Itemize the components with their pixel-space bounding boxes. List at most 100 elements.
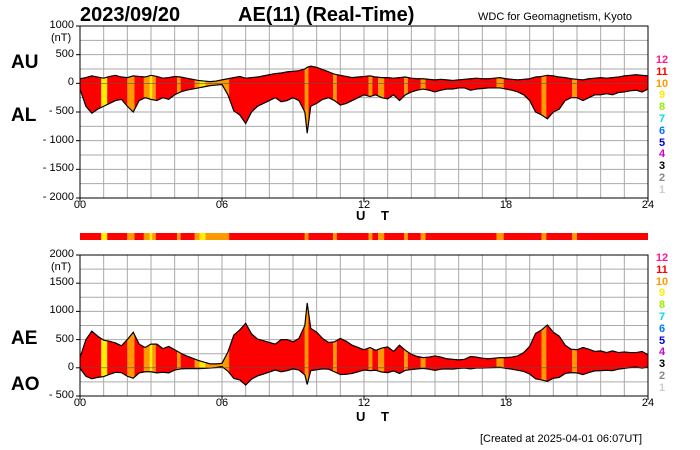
station-band: [101, 66, 108, 134]
legend-item: 4: [658, 148, 666, 161]
strip-segment: [503, 233, 542, 240]
created-timestamp: [Created at 2025-04-01 06:07UT]: [480, 433, 643, 445]
x-axis-label-top: U T: [356, 208, 395, 223]
legend-item: 12: [655, 252, 669, 264]
y-tick-label: 2000: [49, 248, 74, 260]
y-tick-label: 500: [55, 47, 74, 60]
panel-label-au: AU: [11, 52, 39, 73]
y-unit-bottom: (nT): [51, 261, 72, 273]
strip-segment: [199, 233, 206, 240]
x-tick-label: 12: [357, 397, 371, 409]
legend-item: 10: [655, 275, 669, 288]
strip-segment: [368, 233, 373, 240]
station-band: [101, 302, 108, 386]
strip-segment: [194, 233, 200, 240]
y-tick-label: - 1500: [42, 162, 74, 175]
chart-title: AE(11) (Real-Time): [238, 4, 415, 26]
legend-item: 5: [658, 334, 666, 347]
strip-segment: [577, 233, 648, 240]
station-band: [127, 66, 135, 134]
legend-item: 9: [658, 89, 666, 102]
strip-segment: [384, 233, 405, 240]
legend-item: 6: [658, 124, 666, 137]
station-strip: [80, 233, 648, 240]
series-line-ae: [79, 302, 649, 365]
legend-item: 1: [658, 381, 666, 394]
x-tick-label: 06: [215, 199, 229, 211]
y-tick-label: 1500: [49, 276, 74, 289]
x-tick-label: 18: [499, 397, 513, 409]
strip-segment: [304, 233, 309, 240]
y-tick-label: 1000: [49, 304, 74, 317]
x-tick-label: 24: [641, 397, 655, 409]
strip-segment: [143, 233, 150, 240]
strip-segment: [149, 233, 153, 240]
chart-date: 2023/09/20: [80, 4, 181, 26]
strip-segment: [155, 233, 178, 240]
legend-item: 5: [658, 136, 666, 149]
strip-segment: [546, 233, 573, 240]
strip-segment: [404, 233, 408, 240]
strip-segment: [107, 233, 128, 240]
legend-item: 3: [658, 160, 666, 173]
legend-item: 2: [658, 370, 666, 382]
x-axis-label-bottom: U T: [356, 409, 395, 424]
legend-item: 7: [658, 113, 666, 125]
strip-segment: [180, 233, 195, 240]
station-band: [127, 302, 135, 386]
strip-segment: [177, 233, 181, 240]
strip-segment: [134, 233, 144, 240]
legend-item: 6: [658, 322, 666, 335]
strip-segment: [152, 233, 156, 240]
x-tick-label: 00: [73, 397, 87, 409]
y-tick-label: 500: [55, 332, 74, 345]
station-band: [333, 302, 337, 386]
strip-segment: [205, 233, 230, 240]
legend-item: 10: [655, 77, 669, 90]
x-tick-label: 00: [73, 199, 87, 211]
strip-segment: [229, 233, 305, 240]
legend-item: 7: [658, 311, 666, 323]
station-band: [541, 66, 547, 134]
x-tick-label: 24: [641, 199, 655, 211]
legend-item: 4: [658, 346, 666, 359]
station-band: [333, 66, 337, 134]
legend-item: 8: [658, 299, 666, 312]
strip-segment: [572, 233, 577, 240]
legend-item: 2: [658, 172, 666, 184]
strip-segment: [420, 233, 426, 240]
strip-segment: [333, 233, 337, 240]
data-source: WDC for Geomagnetism, Kyoto: [478, 11, 633, 23]
strip-segment: [496, 233, 504, 240]
grid-bottom: [80, 255, 648, 396]
strip-segment: [336, 233, 369, 240]
y-tick-label: - 2000: [42, 191, 74, 203]
series-line-au: [79, 65, 649, 83]
legend-item: 8: [658, 101, 666, 114]
strip-segment: [425, 233, 497, 240]
strip-segment: [372, 233, 379, 240]
station-band: [304, 302, 309, 386]
y-tick-label: 0: [67, 360, 74, 373]
strip-segment: [308, 233, 334, 240]
strip-segment: [80, 233, 102, 240]
legend-item: 12: [655, 54, 669, 66]
legend-item: 11: [656, 263, 668, 276]
panel-label-ae: AE: [11, 328, 38, 349]
panel-label-al: AL: [11, 105, 37, 126]
x-tick-label: 18: [499, 199, 513, 211]
legend-item: 3: [658, 358, 666, 371]
strip-segment: [378, 233, 385, 240]
series-line-ao: [79, 366, 649, 386]
panel-label-ao: AO: [11, 374, 40, 395]
y-tick-label: - 500: [48, 389, 74, 401]
series-line-al: [79, 83, 649, 134]
grid-top: [80, 26, 648, 198]
y-tick-label: - 1000: [42, 133, 74, 146]
legend-item: 1: [658, 183, 666, 196]
station-band: [541, 302, 547, 386]
strip-segment: [127, 233, 135, 240]
strip-segment: [407, 233, 421, 240]
y-unit-top: (nT): [51, 32, 72, 44]
